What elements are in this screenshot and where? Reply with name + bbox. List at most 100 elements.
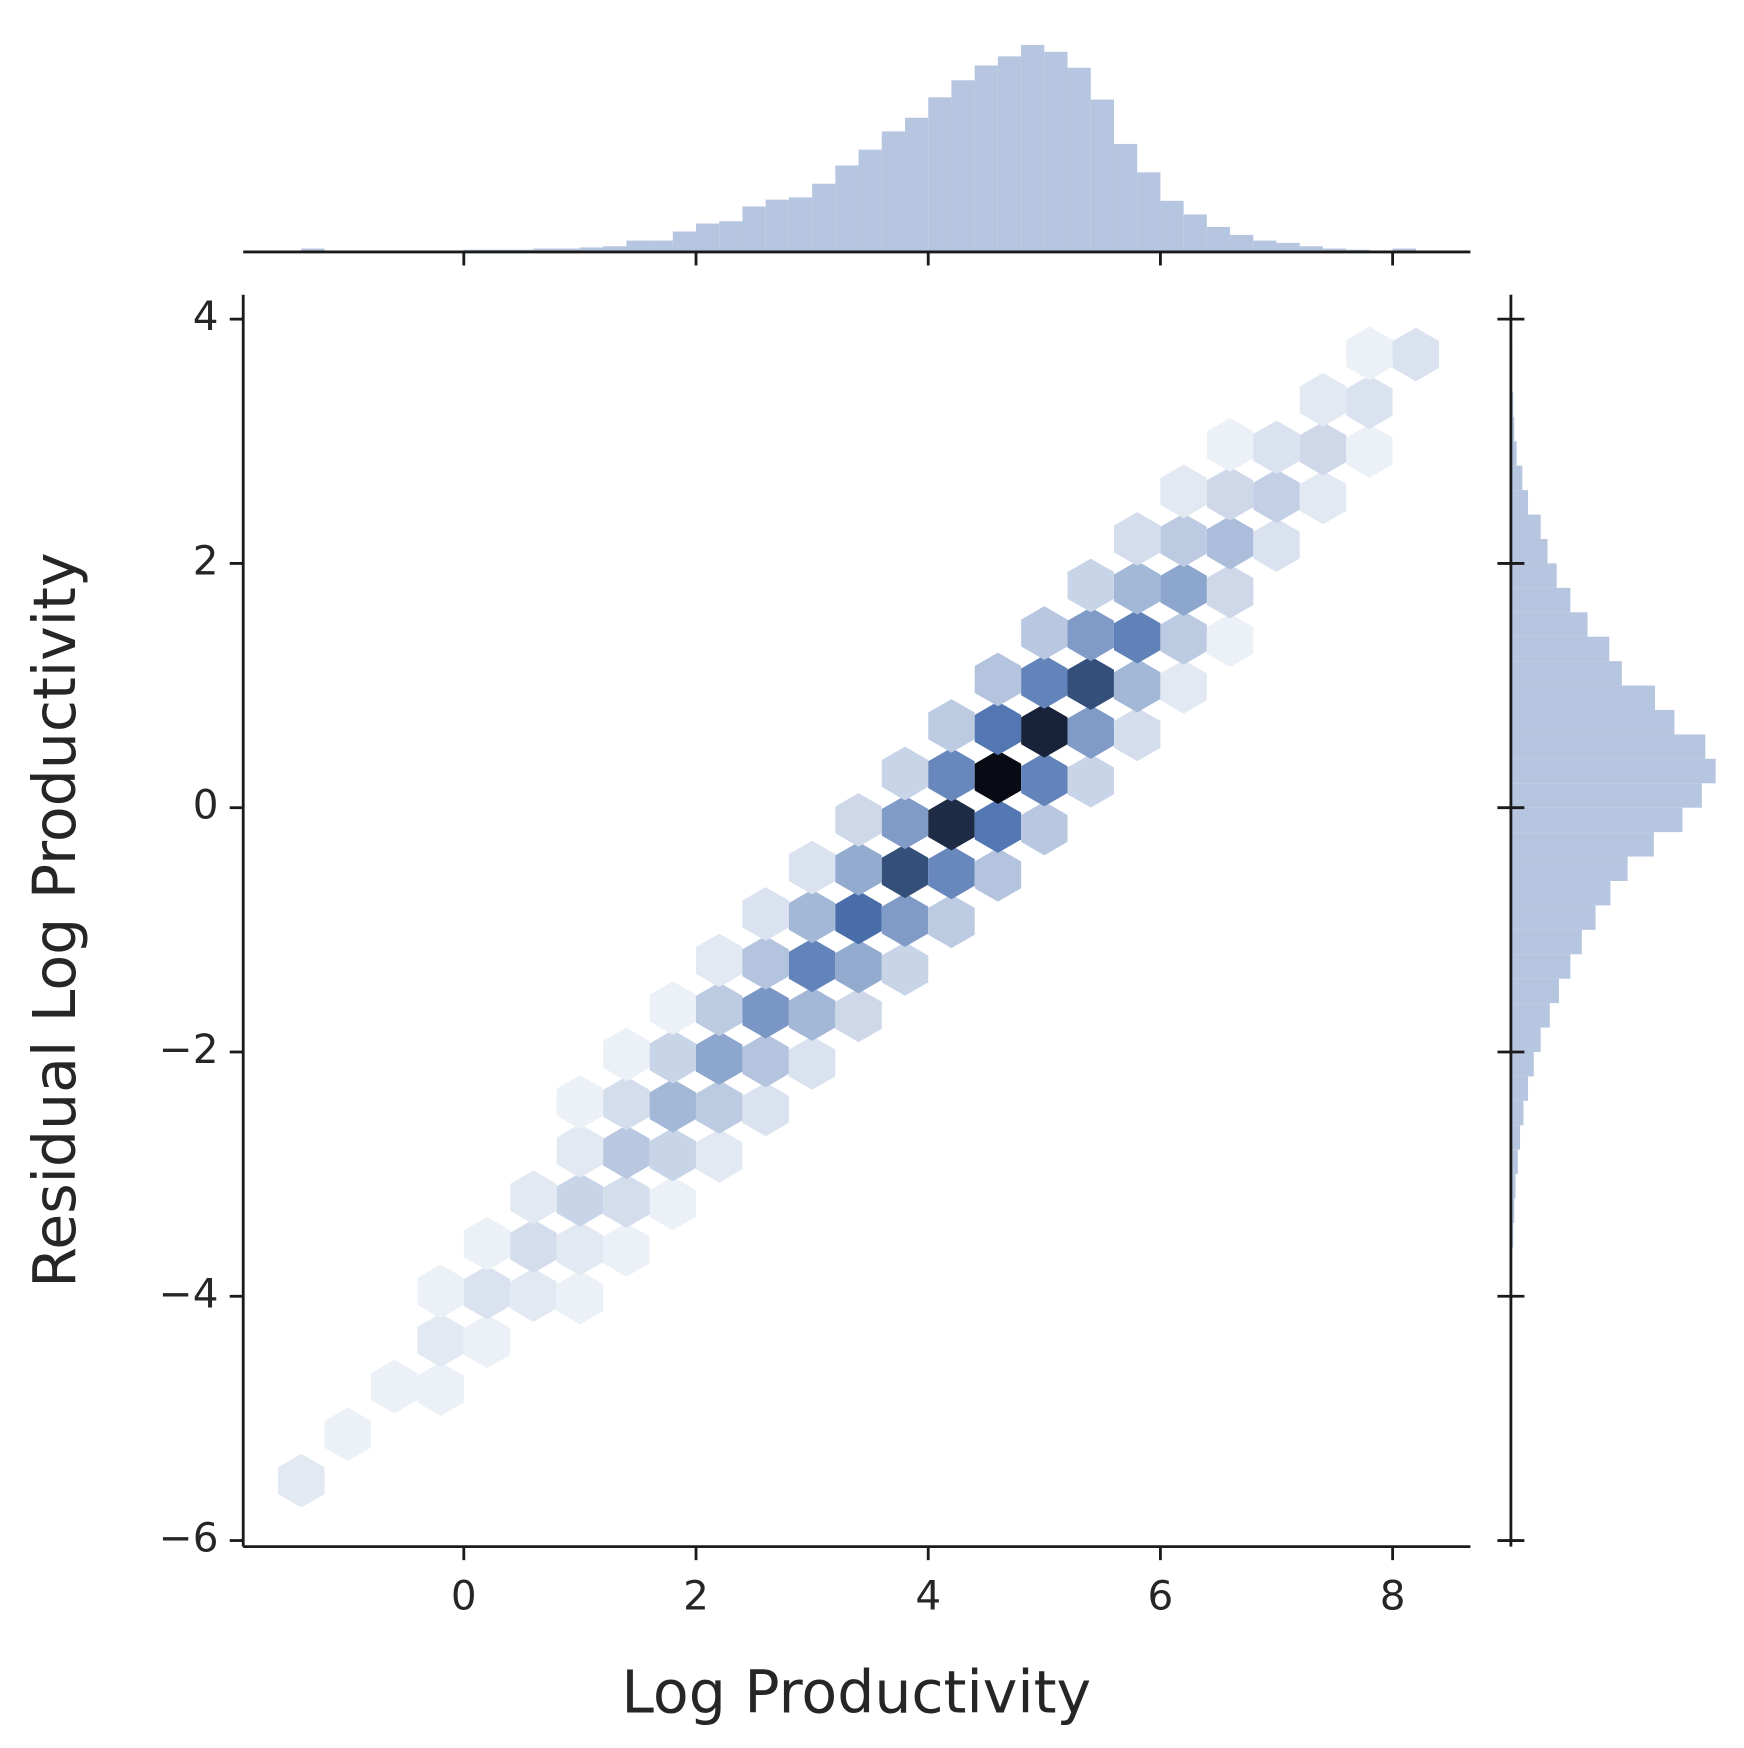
y-histogram-bar xyxy=(1510,636,1610,662)
y-histogram-bar xyxy=(1510,758,1716,784)
hexbin-cell xyxy=(1160,513,1207,568)
hexbin-cell xyxy=(974,848,1022,902)
hexbin-cell xyxy=(1346,424,1393,478)
y-tick-label: 0 xyxy=(193,781,219,829)
hexbin-cell xyxy=(835,841,882,896)
hexbin-cell xyxy=(1206,467,1254,521)
x-histogram-bar xyxy=(1090,99,1114,252)
y-histogram-bar xyxy=(1510,807,1683,833)
y-histogram-bar xyxy=(1510,978,1559,1004)
x-histogram-bar xyxy=(858,149,882,252)
y-histogram-bar xyxy=(1510,1174,1516,1199)
x-tick-label: 0 xyxy=(451,1571,477,1619)
hexbin-cell xyxy=(788,1036,836,1090)
x-histogram-bar xyxy=(556,248,580,252)
x-histogram-bar xyxy=(719,221,743,252)
y-histogram-bar xyxy=(1510,465,1523,491)
y-histogram-bar xyxy=(1510,685,1656,710)
hexbin-cell xyxy=(1067,753,1114,808)
hexbin-cell xyxy=(695,982,743,1037)
y-histogram-bar xyxy=(1510,1003,1550,1028)
y-histogram-bar xyxy=(1510,929,1582,955)
x-histogram-bar xyxy=(301,248,325,252)
hexbin-cell xyxy=(742,887,789,941)
x-histogram-bar xyxy=(533,248,557,252)
hexbin-cell xyxy=(742,1082,789,1137)
hexbin-cell xyxy=(1346,326,1393,381)
hexbin-cell xyxy=(974,799,1022,853)
hexbin-cell xyxy=(835,793,882,847)
hexbin-cell xyxy=(928,894,975,949)
y-histogram-bar xyxy=(1510,905,1596,930)
hexbin-cell xyxy=(881,746,929,801)
x-histogram-bar xyxy=(1183,214,1207,252)
hexbin-cell xyxy=(695,933,743,988)
hexbin-cell xyxy=(1067,558,1114,613)
hexbin-cell xyxy=(649,981,696,1035)
y-histogram-bar xyxy=(1510,832,1654,857)
hexbin-cell xyxy=(742,1033,789,1088)
y-histogram-bar xyxy=(1510,612,1588,637)
hexbin-cell xyxy=(324,1407,371,1462)
y-histogram-bar xyxy=(1510,1125,1521,1150)
x-histogram-bar xyxy=(788,197,813,252)
hexbin-cell xyxy=(1021,606,1068,660)
y-histogram-bar xyxy=(1510,416,1515,442)
hexbin-cell xyxy=(603,1223,650,1277)
y-histogram-bar xyxy=(1510,734,1706,759)
y-histogram-bar xyxy=(1510,856,1628,881)
hexbin-cell xyxy=(556,1075,604,1129)
hexbin-cell xyxy=(881,942,929,996)
hexbin-cell xyxy=(1253,469,1300,524)
hexbin-cell xyxy=(788,889,836,944)
x-histogram-bar xyxy=(649,240,673,252)
y-histogram-bar xyxy=(1510,1076,1529,1101)
hexbin-cell xyxy=(1253,420,1300,475)
hexbin-cell xyxy=(1160,562,1207,616)
hexbin-cell xyxy=(417,1264,464,1319)
x-histogram-bar xyxy=(881,131,905,252)
x-histogram-bar xyxy=(928,97,952,252)
hexbin-cell xyxy=(463,1216,511,1271)
y-histogram-bar xyxy=(1510,490,1529,515)
hexbin-cell xyxy=(1113,609,1161,664)
hexbin-cell xyxy=(974,652,1022,707)
hexbin-cell xyxy=(928,699,975,753)
x-histogram-bar xyxy=(1392,248,1416,252)
x-histogram-bar xyxy=(812,183,836,252)
hexbin-cell xyxy=(1206,564,1254,619)
x-histogram-bar xyxy=(672,231,697,252)
x-histogram-bar xyxy=(997,56,1022,252)
x-histogram-bar xyxy=(951,80,975,252)
hexbin-cell xyxy=(1021,801,1068,856)
hexbin-cell xyxy=(510,1268,557,1322)
y-tick-label: −6 xyxy=(159,1514,219,1562)
hexbin-cell xyxy=(695,1129,743,1183)
hexbin-cell xyxy=(1021,752,1068,807)
x-histogram-bar xyxy=(1067,67,1091,252)
hexbin-cell xyxy=(695,1031,743,1085)
hexbin-cell xyxy=(788,938,836,993)
hexbin-cell xyxy=(463,1265,511,1320)
hexbin-cell xyxy=(603,1027,650,1082)
y-histogram-bar xyxy=(1510,587,1571,613)
y-histogram-bar xyxy=(1510,441,1517,466)
x-axis-label: Log Productivity xyxy=(621,1658,1091,1726)
x-histogram-bar xyxy=(603,246,627,252)
x-histogram-bar xyxy=(1253,240,1277,252)
x-histogram-bar xyxy=(974,65,998,252)
hexbin-cell xyxy=(928,845,975,900)
hexbin-cell xyxy=(881,893,929,947)
x-histogram-bar xyxy=(742,206,766,252)
hexbin-cell xyxy=(1206,515,1254,570)
hexbin-cell xyxy=(974,750,1022,804)
hexbin-cell xyxy=(1392,327,1440,382)
x-histogram-bar xyxy=(1276,242,1300,252)
y-histogram-bar xyxy=(1510,1100,1524,1126)
x-histogram-bar xyxy=(579,247,604,252)
hexbin-cell xyxy=(603,1076,650,1131)
hexbin-cell xyxy=(556,1124,604,1178)
hexbin-cell xyxy=(649,1127,696,1182)
